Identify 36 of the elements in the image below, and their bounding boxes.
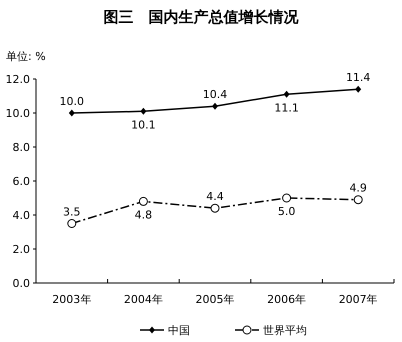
point [67,219,76,228]
y-tick-label: 2.0 [12,242,30,256]
x-tick-label: 2007年 [338,293,378,306]
point [140,108,146,115]
point [212,102,218,110]
legend-label: 中国 [168,324,190,337]
point [68,110,75,116]
point [354,195,363,204]
point [138,196,148,206]
data-label: 10.4 [202,88,228,102]
data-label: 11.1 [274,101,299,114]
point [284,90,290,98]
x-tick-label: 2003年 [52,293,92,306]
point [210,204,220,213]
data-label: 3.5 [63,206,81,218]
point [355,86,362,93]
data-label: 4.4 [206,190,224,204]
data-label: 11.4 [346,71,370,84]
x-tick-label: 2006年 [267,293,306,306]
legend-label: 世界平均 [263,324,307,337]
data-label: 10.1 [131,118,156,132]
y-tick-label: 10.0 [6,106,30,120]
y-axis-title: 单位: % [6,50,46,63]
data-label: 5.0 [278,205,296,218]
y-tick-label: 0.0 [12,276,30,290]
x-tick-label: 2004年 [124,293,163,306]
y-tick-label: 8.0 [12,140,30,154]
data-label: 4.9 [349,182,367,195]
y-tick-label: 6.0 [12,174,30,188]
data-label: 4.8 [134,208,152,222]
x-tick-label: 2005年 [196,293,234,306]
y-tick-label: 4.0 [12,208,30,222]
y-tick-label: 12.0 [6,72,30,86]
point [282,194,292,202]
chart-title: 图三 国内生产总值增长情况 [104,8,300,26]
data-label: 10.0 [60,95,84,108]
